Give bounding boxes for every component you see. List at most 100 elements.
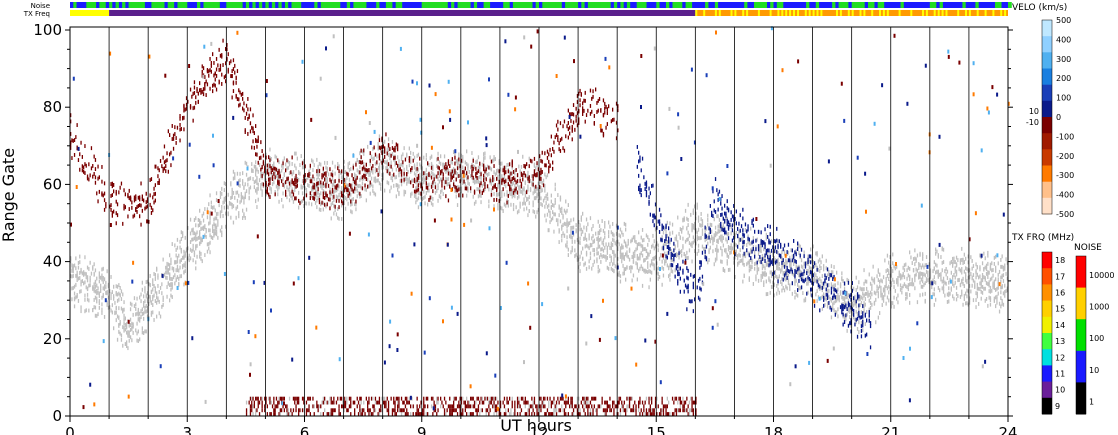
data-point [425, 157, 427, 162]
data-point [234, 172, 236, 177]
data-point [717, 248, 719, 253]
data-point [183, 249, 185, 254]
data-point [738, 252, 740, 257]
data-point [871, 292, 873, 297]
noise-segment [610, 2, 615, 8]
data-point [572, 112, 575, 117]
data-point [456, 174, 459, 179]
data-point [97, 312, 99, 317]
noise-segment [981, 2, 986, 8]
data-point [88, 298, 90, 303]
data-point [398, 159, 400, 164]
noise-segment [340, 2, 345, 8]
data-point [1004, 266, 1006, 271]
noise-bar-label: Noise [31, 2, 50, 10]
data-point [879, 311, 881, 315]
data-point [338, 178, 340, 183]
data-point [647, 261, 649, 265]
data-point [123, 307, 125, 312]
data-point [558, 147, 560, 152]
data-point [863, 293, 865, 298]
data-point [350, 187, 352, 192]
data-point [604, 245, 606, 250]
data-point [354, 172, 356, 177]
freq-segment [742, 10, 745, 16]
data-point [828, 272, 830, 277]
data-point [567, 135, 569, 140]
noise-segment [232, 2, 237, 8]
data-point [261, 165, 263, 169]
data-point [101, 179, 103, 184]
data-point [384, 188, 386, 193]
data-point [153, 272, 155, 276]
data-point [115, 318, 117, 323]
data-point [725, 216, 727, 221]
data-point [851, 305, 853, 309]
data-point [748, 259, 750, 264]
data-point [757, 252, 760, 256]
data-point [270, 190, 272, 194]
data-point [850, 285, 852, 290]
data-point [197, 223, 199, 228]
data-point [884, 288, 886, 292]
data-point [128, 322, 130, 327]
data-point [266, 184, 268, 189]
data-point [161, 304, 163, 309]
data-point [342, 193, 344, 198]
data-point [146, 291, 149, 296]
noise-segment [372, 2, 377, 8]
data-point [807, 281, 809, 286]
data-point [129, 301, 132, 306]
data-point [451, 169, 453, 174]
data-point [499, 161, 502, 166]
data-point [447, 161, 450, 166]
data-point [545, 201, 547, 205]
noise-segment [210, 2, 214, 8]
data-point [183, 103, 185, 108]
data-point [570, 226, 572, 230]
data-point [352, 189, 354, 194]
data-point [343, 177, 345, 182]
data-point [995, 265, 997, 270]
data-point [991, 276, 993, 281]
data-point [192, 118, 194, 123]
noise-bar [70, 2, 1012, 8]
data-point [413, 177, 416, 182]
data-point [387, 168, 390, 173]
data-point [625, 252, 627, 257]
data-point [135, 194, 137, 199]
data-point [562, 146, 564, 151]
data-point [149, 283, 151, 288]
data-point [885, 277, 887, 281]
data-point [443, 179, 446, 184]
data-point [365, 172, 367, 177]
data-point [235, 190, 237, 195]
data-point [109, 204, 111, 209]
data-point [567, 203, 569, 207]
data-point [453, 171, 455, 176]
noise-segment [415, 2, 419, 8]
data-point [209, 210, 211, 215]
noise-segment [262, 2, 266, 8]
data-point [238, 103, 240, 108]
data-point [335, 188, 338, 193]
data-point [172, 133, 175, 138]
data-point [446, 182, 448, 187]
data-point [483, 152, 485, 157]
data-point [337, 215, 339, 220]
data-point [1002, 273, 1005, 278]
data-point [780, 268, 782, 273]
data-point [761, 271, 764, 276]
freq-segment [1004, 10, 1007, 16]
data-point [149, 274, 151, 278]
data-point [697, 218, 700, 223]
data-point [983, 267, 985, 272]
data-point [412, 151, 414, 156]
data-point [145, 191, 147, 196]
data-point [936, 263, 938, 268]
data-point [591, 109, 593, 114]
series-ground-scatter [70, 134, 1008, 351]
data-point [152, 310, 154, 315]
noise-segment [649, 2, 654, 8]
data-point [320, 191, 322, 196]
